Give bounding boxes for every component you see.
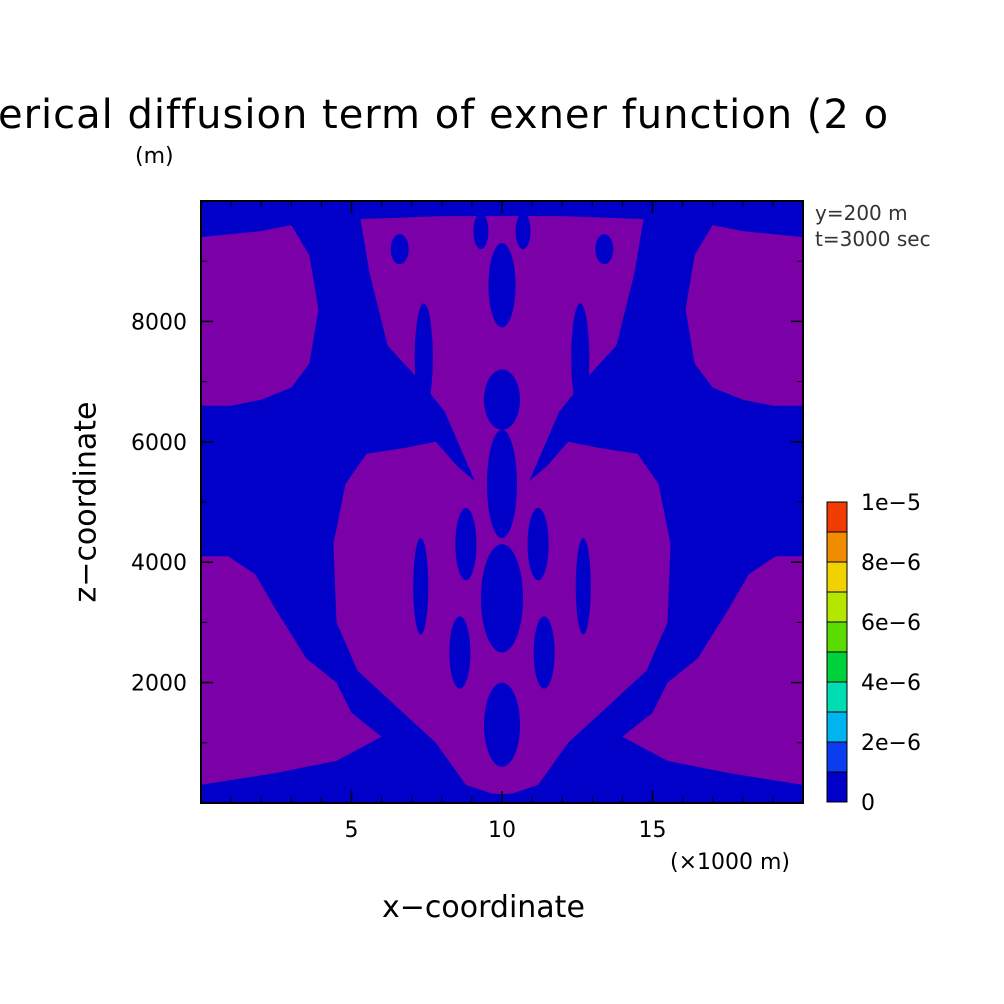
contour-hole-c9 xyxy=(533,616,555,689)
annotation-block: y=200 m t=3000 sec xyxy=(815,200,931,252)
contour-hole-c10 xyxy=(413,538,429,635)
contour-hole-c4 xyxy=(480,544,524,653)
contour-hole-c16 xyxy=(473,213,489,250)
colorbar-swatch xyxy=(826,711,848,743)
contour-region-right-upper xyxy=(685,225,803,406)
colorbar-swatch xyxy=(826,651,848,683)
colorbar-swatch xyxy=(826,561,848,593)
contour-hole-c6 xyxy=(455,508,477,581)
annotation-y: y=200 m xyxy=(815,201,908,225)
contour-hole-c12 xyxy=(414,303,433,412)
x-axis-label: x−coordinate xyxy=(382,890,585,925)
y-tick-label: 8000 xyxy=(131,310,187,335)
colorbar-label: 8e−6 xyxy=(861,551,921,576)
colorbar-label: 1e−5 xyxy=(861,491,921,516)
colorbar-label: 6e−6 xyxy=(861,611,921,636)
contour-region-right-lower xyxy=(622,556,803,785)
colorbar-swatch xyxy=(826,501,848,533)
chart-title: erical diffusion term of exner function … xyxy=(0,92,890,138)
colorbar-swatch xyxy=(826,531,848,563)
colorbar-swatch xyxy=(826,681,848,713)
colorbar: 0 2e−6 4e−6 6e−6 8e−6 1e−5 xyxy=(826,491,921,816)
colorbar-swatch xyxy=(826,771,848,803)
contour-hole-c1 xyxy=(488,243,516,328)
contour-region-left-upper xyxy=(201,225,319,406)
contour-field xyxy=(201,201,803,803)
colorbar-swatch xyxy=(826,741,848,773)
colorbar-swatch xyxy=(826,621,848,653)
contour-hole-c5 xyxy=(483,682,521,767)
contour-hole-c11 xyxy=(575,538,591,635)
y-tick-label: 2000 xyxy=(131,672,187,697)
contour-hole-c7 xyxy=(527,508,549,581)
title-unit-label: (m) xyxy=(135,144,174,169)
axis-ticks: 5 10 15 2000 4000 6000 8000 xyxy=(131,201,803,843)
contour-hole-c17 xyxy=(515,213,531,250)
colorbar-swatch xyxy=(826,591,848,623)
colorbar-label: 2e−6 xyxy=(861,731,921,756)
contour-hole-c14 xyxy=(390,234,409,265)
contour-hole-c2 xyxy=(483,369,521,430)
contour-hole-c15 xyxy=(595,234,614,265)
y-tick-label: 4000 xyxy=(131,551,187,576)
contour-region-center-upper xyxy=(360,216,644,508)
annotation-t: t=3000 sec xyxy=(815,227,931,251)
x-tick-label: 10 xyxy=(488,818,516,843)
colorbar-label: 0 xyxy=(861,791,875,816)
colorbar-label: 4e−6 xyxy=(861,671,921,696)
contour-region-left-lower xyxy=(201,556,382,785)
contour-hole-c3 xyxy=(486,429,518,539)
contour-hole-c8 xyxy=(449,616,471,689)
x-tick-label: 15 xyxy=(639,818,667,843)
y-tick-label: 6000 xyxy=(131,431,187,456)
x-tick-label: 5 xyxy=(345,818,359,843)
x-axis-unit: (×1000 m) xyxy=(670,850,791,875)
contour-hole-c13 xyxy=(571,303,590,412)
